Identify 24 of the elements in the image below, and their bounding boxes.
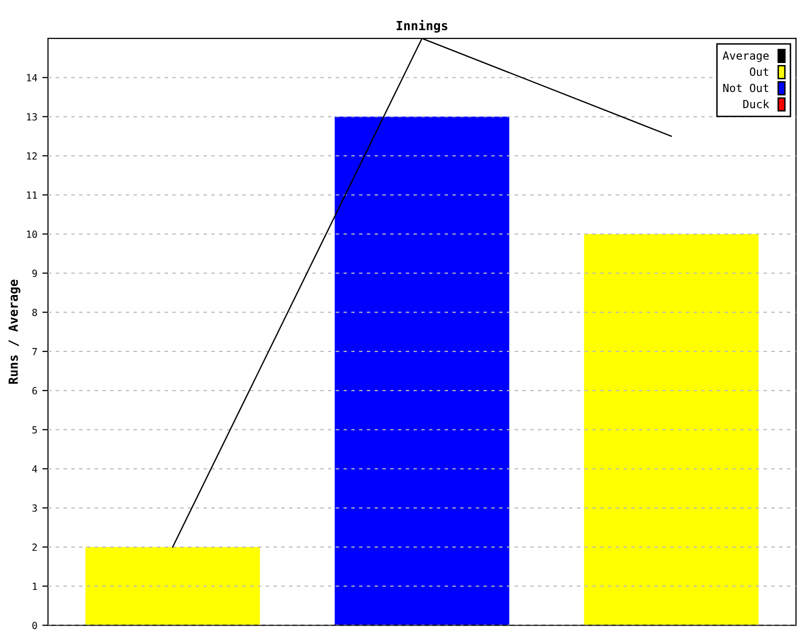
bar <box>85 547 260 626</box>
bar <box>584 234 759 626</box>
y-tick-label: 11 <box>27 192 37 199</box>
y-tick-label: 4 <box>32 465 38 472</box>
legend-label: Duck <box>743 100 770 108</box>
y-tick-label: 3 <box>32 504 37 512</box>
y-tick-label: 7 <box>32 348 37 356</box>
y-tick-label: 2 <box>32 544 37 551</box>
bar <box>334 116 510 626</box>
y-tick-label: 6 <box>32 387 37 394</box>
y-tick-label: 9 <box>32 270 37 278</box>
legend-label: Out <box>750 68 768 76</box>
y-axis-title: Runs / Average <box>8 280 20 384</box>
y-tick-label: 5 <box>32 426 37 434</box>
legend-label: Not Out <box>723 84 768 92</box>
y-tick-label: 1 <box>32 582 37 590</box>
y-tick-label: 10 <box>27 230 37 238</box>
legend-label: Average <box>722 52 769 62</box>
y-tick-label: 12 <box>27 152 37 160</box>
chart-title: Innings <box>396 20 448 33</box>
y-tick-label: 14 <box>27 74 38 82</box>
y-tick-label: 13 <box>27 113 37 121</box>
y-tick-label: 8 <box>32 308 37 316</box>
y-tick-label: 0 <box>32 622 37 630</box>
